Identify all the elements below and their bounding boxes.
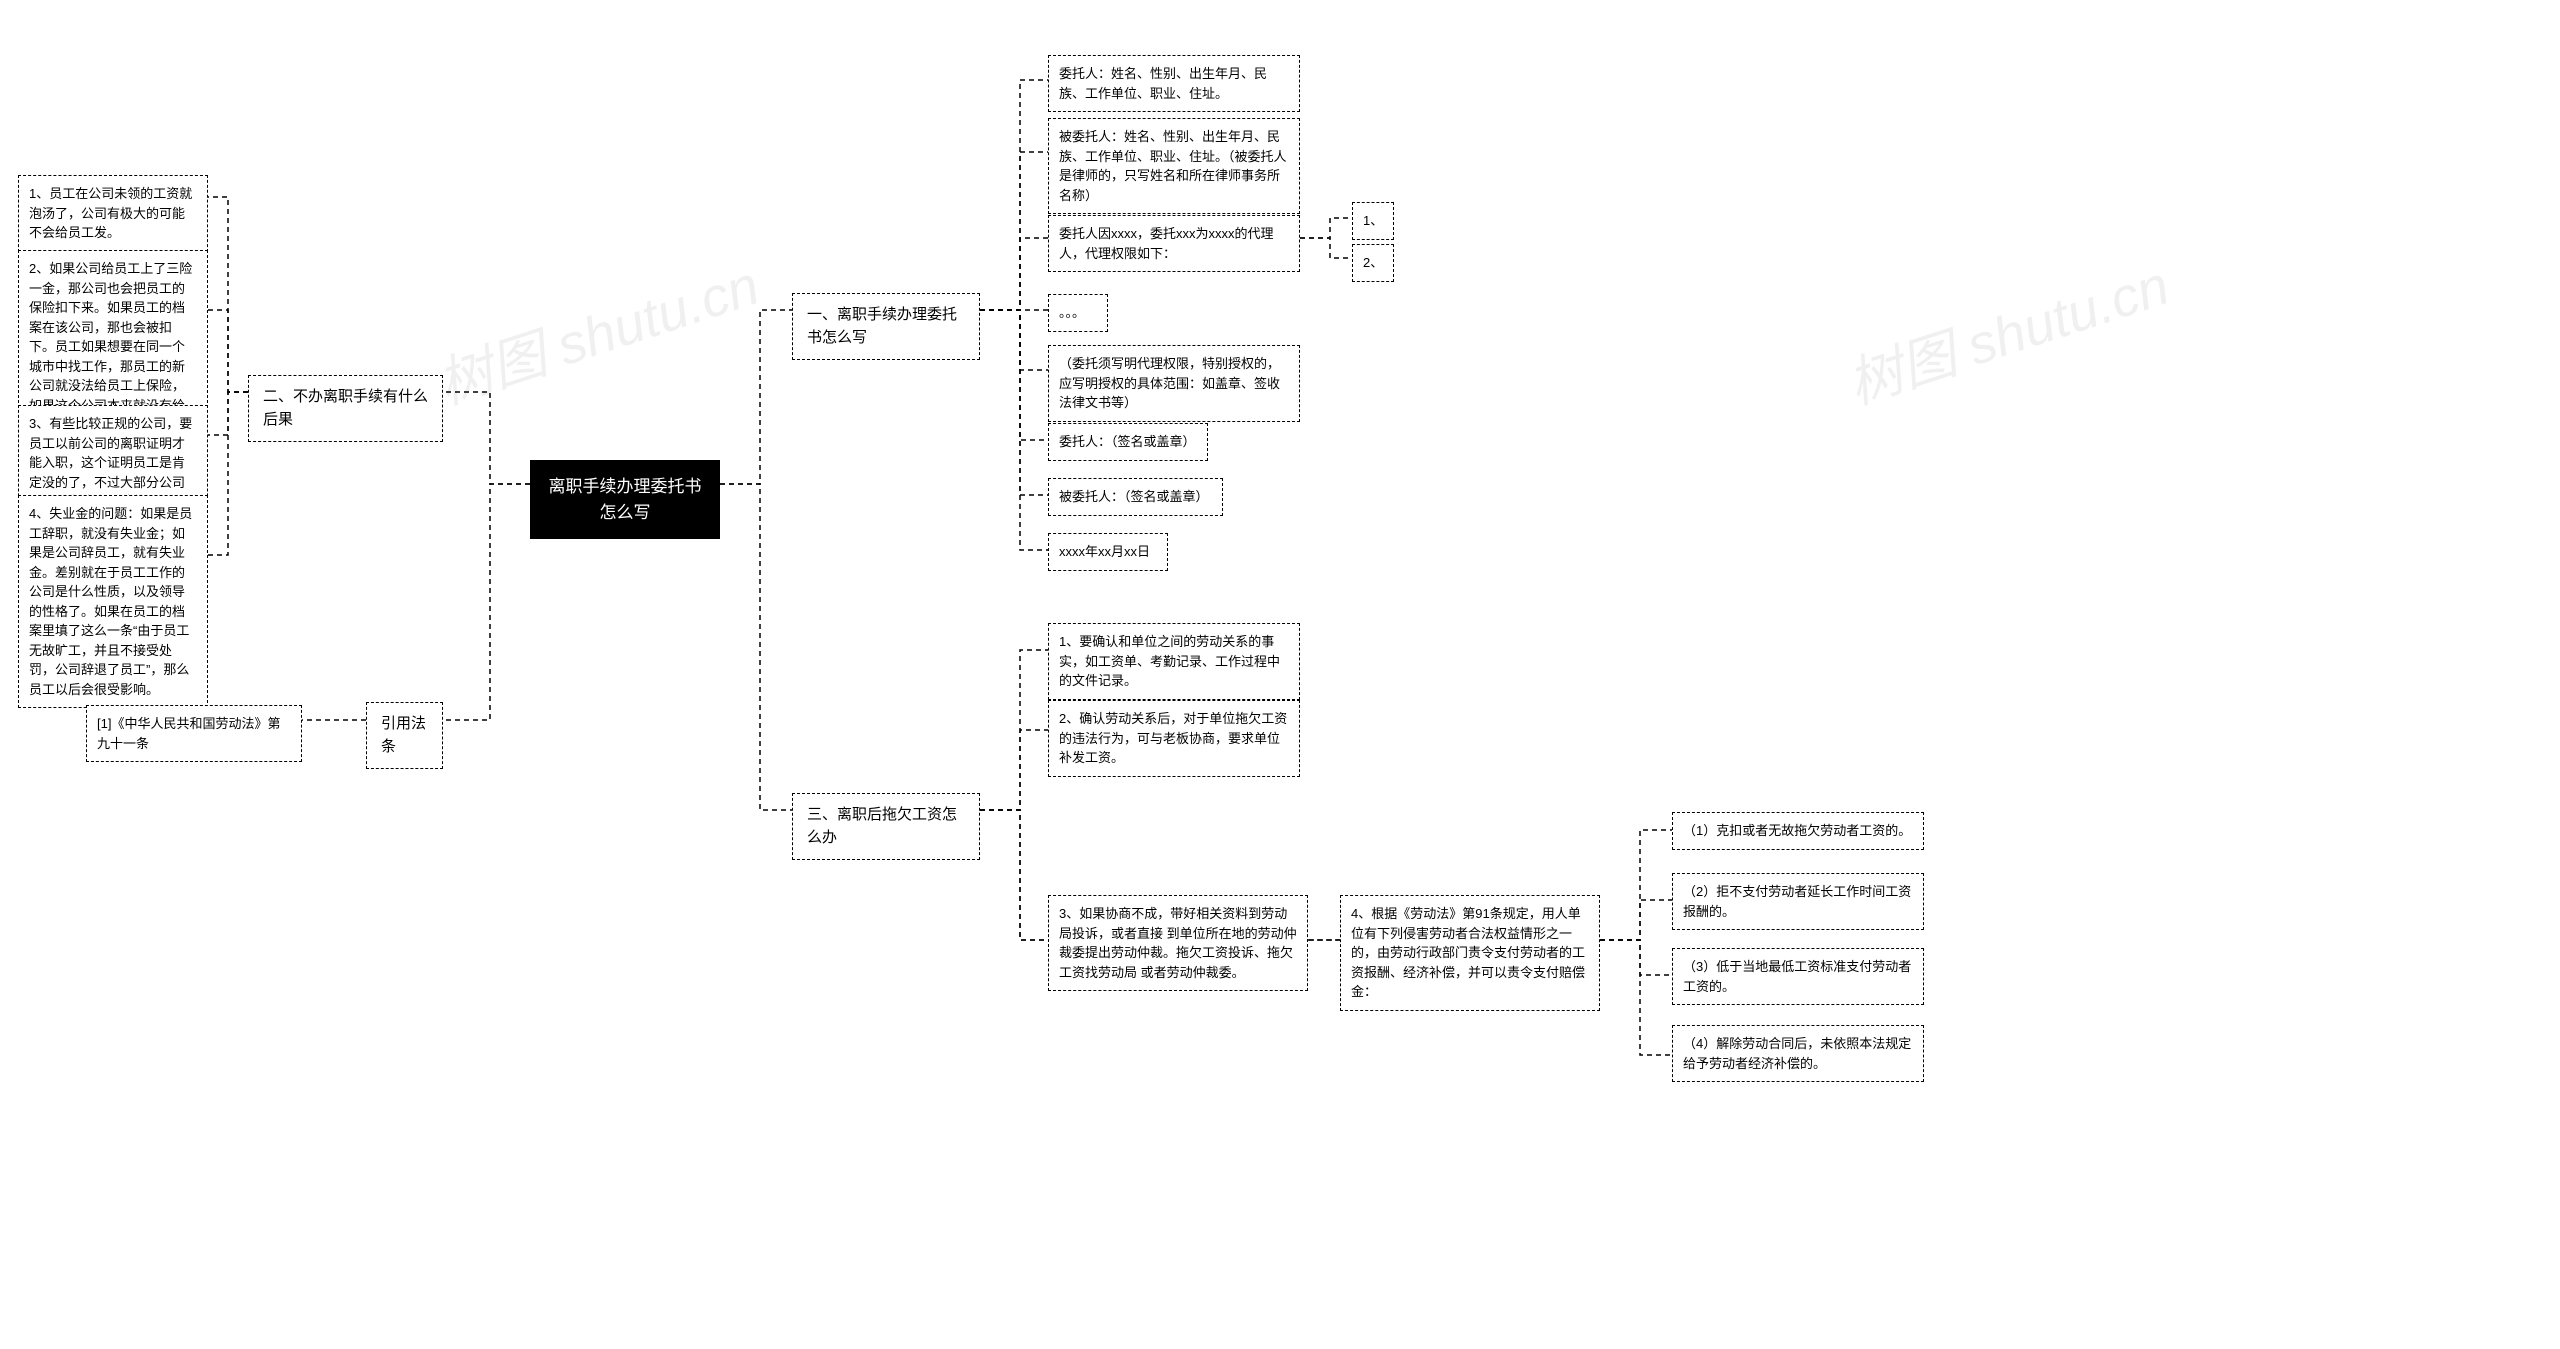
leaf-r1-7: 被委托人：（签名或盖章） <box>1048 478 1223 516</box>
leaf-r2-4-1: （1）克扣或者无故拖欠劳动者工资的。 <box>1672 812 1924 850</box>
leaf-r1-3-2: 2、 <box>1352 244 1394 282</box>
root-text: 离职手续办理委托书怎么写 <box>549 477 702 522</box>
leaf-r1-1-text: 委托人：姓名、性别、出生年月、民族、工作单位、职业、住址。 <box>1059 66 1267 101</box>
leaf-r2-4-text: 4、根据《劳动法》第91条规定，用人单位有下列侵害劳动者合法权益情形之一的，由劳… <box>1351 906 1585 999</box>
leaf-r1-6: 委托人：（签名或盖章） <box>1048 423 1208 461</box>
leaf-r2-4-4: （4）解除劳动合同后，未依照本法规定给予劳动者经济补偿的。 <box>1672 1025 1924 1082</box>
watermark-2: 树图 shutu.cn <box>1836 240 2178 419</box>
leaf-l1-1: 1、员工在公司未领的工资就泡汤了，公司有极大的可能不会给员工发。 <box>18 175 208 252</box>
leaf-r2-4-2: （2）拒不支付劳动者延长工作时间工资报酬的。 <box>1672 873 1924 930</box>
leaf-r2-4-1-text: （1）克扣或者无故拖欠劳动者工资的。 <box>1683 823 1911 838</box>
leaf-r2-4-2-text: （2）拒不支付劳动者延长工作时间工资报酬的。 <box>1683 884 1911 919</box>
leaf-r2-1-text: 1、要确认和单位之间的劳动关系的事实，如工资单、考勤记录、工作过程中的文件记录。 <box>1059 634 1280 688</box>
branch-right-2: 三、离职后拖欠工资怎么办 <box>792 793 980 860</box>
leaf-r1-8: xxxx年xx月xx日 <box>1048 533 1168 571</box>
leaf-r1-3-2-text: 2、 <box>1363 255 1383 270</box>
branch-right-1-label: 一、离职手续办理委托书怎么写 <box>807 306 957 346</box>
root-node: 离职手续办理委托书怎么写 <box>530 460 720 539</box>
leaf-l1-1-text: 1、员工在公司未领的工资就泡汤了，公司有极大的可能不会给员工发。 <box>29 186 192 240</box>
branch-left-1-label: 二、不办离职手续有什么后果 <box>263 388 428 428</box>
leaf-r2-4-3: （3）低于当地最低工资标准支付劳动者工资的。 <box>1672 948 1924 1005</box>
branch-left-2: 引用法条 <box>366 702 443 769</box>
leaf-r1-5-text: （委托须写明代理权限，特别授权的，应写明授权的具体范围：如盖章、签收法律文书等） <box>1059 356 1280 410</box>
leaf-r1-8-text: xxxx年xx月xx日 <box>1059 544 1150 559</box>
leaf-r1-3-text: 委托人因xxxx，委托xxx为xxxx的代理人，代理权限如下： <box>1059 226 1274 261</box>
leaf-r1-3-1: 1、 <box>1352 202 1394 240</box>
leaf-r2-4: 4、根据《劳动法》第91条规定，用人单位有下列侵害劳动者合法权益情形之一的，由劳… <box>1340 895 1600 1011</box>
leaf-l2-1: [1]《中华人民共和国劳动法》第九十一条 <box>86 705 302 762</box>
watermark-1: 树图 shutu.cn <box>426 240 768 419</box>
leaf-r2-1: 1、要确认和单位之间的劳动关系的事实，如工资单、考勤记录、工作过程中的文件记录。 <box>1048 623 1300 700</box>
leaf-r2-3: 3、如果协商不成，带好相关资料到劳动局投诉，或者直接 到单位所在地的劳动仲裁委提… <box>1048 895 1308 991</box>
branch-left-1: 二、不办离职手续有什么后果 <box>248 375 443 442</box>
leaf-l1-4: 4、失业金的问题：如果是员工辞职，就没有失业金；如果是公司辞员工，就有失业金。差… <box>18 495 208 708</box>
leaf-r2-3-text: 3、如果协商不成，带好相关资料到劳动局投诉，或者直接 到单位所在地的劳动仲裁委提… <box>1059 906 1297 980</box>
leaf-r1-7-text: 被委托人：（签名或盖章） <box>1059 489 1209 504</box>
leaf-r1-2: 被委托人：姓名、性别、出生年月、民族、工作单位、职业、住址。（被委托人是律师的，… <box>1048 118 1300 214</box>
leaf-r2-2: 2、确认劳动关系后，对于单位拖欠工资的违法行为，可与老板协商，要求单位补发工资。 <box>1048 700 1300 777</box>
leaf-r1-2-text: 被委托人：姓名、性别、出生年月、民族、工作单位、职业、住址。（被委托人是律师的，… <box>1059 129 1287 203</box>
leaf-r1-4-text: 。。。 <box>1059 305 1085 320</box>
leaf-r2-2-text: 2、确认劳动关系后，对于单位拖欠工资的违法行为，可与老板协商，要求单位补发工资。 <box>1059 711 1287 765</box>
leaf-r1-6-text: 委托人：（签名或盖章） <box>1059 434 1196 449</box>
branch-left-2-label: 引用法条 <box>381 715 426 755</box>
branch-right-2-label: 三、离职后拖欠工资怎么办 <box>807 806 957 846</box>
leaf-r1-1: 委托人：姓名、性别、出生年月、民族、工作单位、职业、住址。 <box>1048 55 1300 112</box>
leaf-l1-4-text: 4、失业金的问题：如果是员工辞职，就没有失业金；如果是公司辞员工，就有失业金。差… <box>29 506 192 697</box>
leaf-r1-3-1-text: 1、 <box>1363 213 1383 228</box>
leaf-l2-1-text: [1]《中华人民共和国劳动法》第九十一条 <box>97 716 280 751</box>
branch-right-1: 一、离职手续办理委托书怎么写 <box>792 293 980 360</box>
leaf-r1-3: 委托人因xxxx，委托xxx为xxxx的代理人，代理权限如下： <box>1048 215 1300 272</box>
leaf-r2-4-3-text: （3）低于当地最低工资标准支付劳动者工资的。 <box>1683 959 1911 994</box>
leaf-r1-4: 。。。 <box>1048 294 1108 332</box>
leaf-r2-4-4-text: （4）解除劳动合同后，未依照本法规定给予劳动者经济补偿的。 <box>1683 1036 1911 1071</box>
leaf-r1-5: （委托须写明代理权限，特别授权的，应写明授权的具体范围：如盖章、签收法律文书等） <box>1048 345 1300 422</box>
